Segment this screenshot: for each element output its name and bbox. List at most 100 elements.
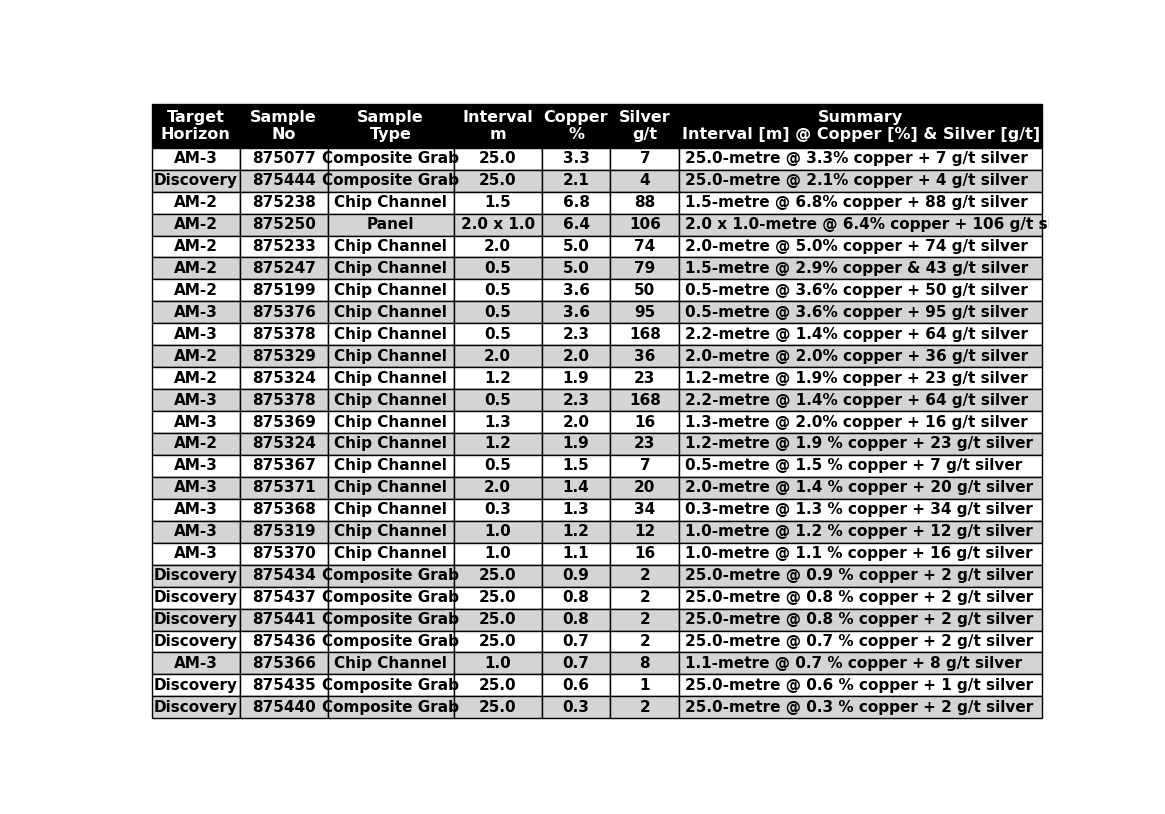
Text: 5.0: 5.0: [563, 261, 589, 276]
Bar: [679, 191, 1043, 213]
Text: 0.3: 0.3: [563, 700, 589, 715]
Text: 1.0-metre @ 1.1 % copper + 16 g/t silver: 1.0-metre @ 1.1 % copper + 16 g/t silver: [685, 546, 1033, 561]
Bar: [610, 675, 679, 696]
Bar: [542, 477, 610, 499]
Bar: [453, 675, 542, 696]
Text: Composite Grab: Composite Grab: [323, 634, 459, 649]
Bar: [610, 191, 679, 213]
Text: 875324: 875324: [252, 370, 316, 386]
Bar: [151, 543, 240, 565]
Bar: [327, 279, 453, 301]
Bar: [610, 104, 679, 147]
Bar: [240, 521, 327, 543]
Bar: [453, 323, 542, 345]
Text: 1.9: 1.9: [563, 436, 589, 452]
Text: 23: 23: [634, 370, 656, 386]
Text: 2.0-metre @ 1.4 % copper + 20 g/t silver: 2.0-metre @ 1.4 % copper + 20 g/t silver: [685, 480, 1033, 496]
Text: AM-2: AM-2: [174, 261, 218, 276]
Text: Chip Channel: Chip Channel: [334, 326, 447, 342]
Bar: [453, 477, 542, 499]
Bar: [327, 411, 453, 433]
Text: 25.0: 25.0: [479, 173, 516, 188]
Text: 16: 16: [634, 414, 656, 430]
Bar: [679, 653, 1043, 675]
Bar: [151, 147, 240, 169]
Bar: [240, 587, 327, 609]
Bar: [679, 455, 1043, 477]
Bar: [453, 257, 542, 279]
Bar: [542, 433, 610, 455]
Text: 4: 4: [640, 173, 650, 188]
Bar: [610, 433, 679, 455]
Text: 25.0-metre @ 2.1% copper + 4 g/t silver: 25.0-metre @ 2.1% copper + 4 g/t silver: [685, 173, 1029, 188]
Text: AM-2: AM-2: [174, 217, 218, 232]
Bar: [240, 191, 327, 213]
Bar: [679, 147, 1043, 169]
Bar: [240, 367, 327, 389]
Bar: [610, 235, 679, 257]
Bar: [610, 543, 679, 565]
Text: 875250: 875250: [252, 217, 316, 232]
Bar: [151, 631, 240, 653]
Text: 36: 36: [634, 348, 656, 364]
Text: 0.8: 0.8: [563, 612, 589, 627]
Text: 1.1: 1.1: [563, 546, 589, 561]
Bar: [240, 301, 327, 323]
Text: 2.0: 2.0: [563, 414, 589, 430]
Bar: [151, 389, 240, 411]
Bar: [679, 367, 1043, 389]
Bar: [453, 565, 542, 587]
Bar: [610, 477, 679, 499]
Text: AM-2: AM-2: [174, 195, 218, 210]
Text: Discovery: Discovery: [154, 678, 238, 693]
Text: 1.4: 1.4: [563, 480, 589, 496]
Text: 2.0: 2.0: [485, 480, 511, 496]
Text: Chip Channel: Chip Channel: [334, 195, 447, 210]
Text: 25.0-metre @ 3.3% copper + 7 g/t silver: 25.0-metre @ 3.3% copper + 7 g/t silver: [685, 151, 1029, 166]
Text: Chip Channel: Chip Channel: [334, 480, 447, 496]
Bar: [453, 345, 542, 367]
Text: 3.6: 3.6: [563, 304, 589, 320]
Text: 875329: 875329: [252, 348, 316, 364]
Bar: [453, 696, 542, 718]
Text: 23: 23: [634, 436, 656, 452]
Text: 875366: 875366: [252, 656, 316, 671]
Bar: [327, 543, 453, 565]
Bar: [151, 235, 240, 257]
Text: 3.3: 3.3: [563, 151, 589, 166]
Bar: [240, 257, 327, 279]
Bar: [151, 565, 240, 587]
Bar: [679, 345, 1043, 367]
Text: 25.0: 25.0: [479, 568, 516, 583]
Bar: [453, 389, 542, 411]
Bar: [610, 257, 679, 279]
Text: 6.4: 6.4: [563, 217, 589, 232]
Text: Target
Horizon: Target Horizon: [161, 110, 231, 142]
Text: 1.5-metre @ 6.8% copper + 88 g/t silver: 1.5-metre @ 6.8% copper + 88 g/t silver: [685, 195, 1029, 210]
Bar: [679, 104, 1043, 147]
Bar: [542, 609, 610, 631]
Text: 1.0: 1.0: [485, 546, 511, 561]
Text: AM-3: AM-3: [174, 656, 218, 671]
Bar: [542, 675, 610, 696]
Text: 1.9: 1.9: [563, 370, 589, 386]
Bar: [327, 389, 453, 411]
Text: 875435: 875435: [252, 678, 316, 693]
Bar: [327, 323, 453, 345]
Bar: [240, 455, 327, 477]
Bar: [327, 104, 453, 147]
Text: AM-3: AM-3: [174, 480, 218, 496]
Bar: [327, 257, 453, 279]
Bar: [679, 301, 1043, 323]
Bar: [542, 696, 610, 718]
Text: AM-2: AM-2: [174, 239, 218, 254]
Bar: [610, 389, 679, 411]
Bar: [327, 191, 453, 213]
Bar: [679, 609, 1043, 631]
Bar: [151, 433, 240, 455]
Bar: [327, 147, 453, 169]
Bar: [151, 323, 240, 345]
Bar: [151, 279, 240, 301]
Text: AM-3: AM-3: [174, 458, 218, 474]
Bar: [542, 104, 610, 147]
